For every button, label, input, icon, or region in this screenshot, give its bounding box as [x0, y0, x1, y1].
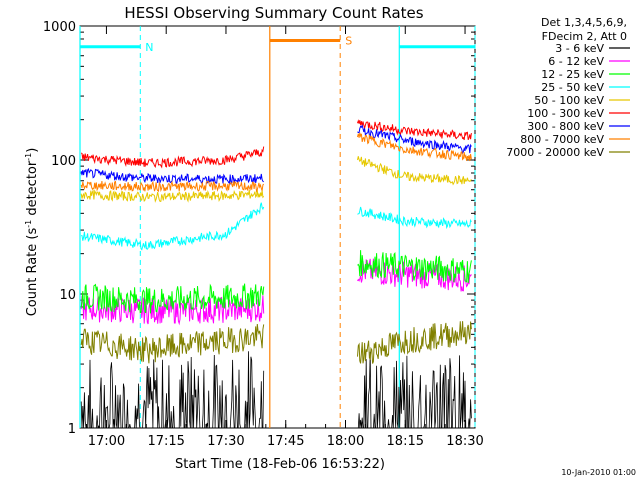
- series-line-7-part-2: [357, 124, 472, 155]
- x-axis-label: Start Time (18-Feb-06 16:53:22): [175, 457, 385, 472]
- x-tick-label: 17:30: [207, 434, 244, 449]
- legend-header-line-1: Det 1,3,4,5,6,9,: [541, 16, 627, 29]
- legend-entry-label: 25 - 50 keV: [541, 81, 604, 94]
- series-line-4-part-1: [81, 202, 265, 251]
- series-line-1-part-2: [357, 351, 472, 429]
- plot-area: 1 10 100 1000 17:00 17:15 17:30 17:45 18:00 18:15…: [43, 20, 484, 449]
- x-tick-label: 17:15: [147, 434, 184, 449]
- legend-entry-label: 7000 - 20000 keV: [506, 146, 604, 159]
- series-line-3-part-1: [80, 283, 265, 314]
- legend-entry-label: 100 - 300 keV: [527, 107, 604, 120]
- x-tick-label: 18:30: [446, 434, 483, 449]
- y-tick-label: 100: [51, 154, 76, 169]
- interval-label: N: [145, 41, 153, 54]
- x-tick-label: 17:00: [88, 434, 125, 449]
- series-line-8-part-1: [80, 180, 265, 193]
- series-line-8-part-2: [357, 132, 472, 162]
- x-tick-label: 18:15: [387, 434, 424, 449]
- series-line-4-part-2: [357, 206, 472, 230]
- series-line-1-part-1: [80, 351, 265, 429]
- x-tick-label: 17:45: [267, 434, 304, 449]
- legend-entry-label: 300 - 800 keV: [527, 120, 604, 133]
- series-line-5-part-2: [357, 156, 472, 186]
- series-line-6-part-1: [80, 146, 265, 169]
- legend-entry-label: 3 - 6 keV: [555, 42, 604, 55]
- footer-date: 10-Jan-2010 01:00: [561, 468, 636, 477]
- y-axis-label: Count Rate (s-1 detector-1): [24, 148, 40, 317]
- x-tick-label: 18:00: [327, 434, 364, 449]
- y-tick-label: 10: [59, 288, 76, 303]
- legend-entry-label: 50 - 100 keV: [534, 94, 604, 107]
- legend-entry-label: 12 - 25 keV: [541, 68, 604, 81]
- legend-entry-label: 6 - 12 keV: [548, 55, 604, 68]
- plot-frame: [79, 25, 476, 429]
- series-line-7-part-1: [80, 167, 264, 186]
- series-line-3-part-2: [357, 250, 472, 284]
- series-line-9-part-1: [80, 323, 265, 364]
- legend-header-line-2: FDecim 2, Att 0: [542, 30, 627, 43]
- series-line-6-part-2: [357, 119, 472, 141]
- chart-title: HESSI Observing Summary Count Rates: [124, 4, 423, 22]
- y-tick-label: 1000: [43, 20, 76, 35]
- interval-label: S: [345, 34, 352, 47]
- series-line-2-part-2: [357, 258, 472, 292]
- series-line-5-part-1: [80, 188, 265, 203]
- y-tick-label: 1: [68, 422, 76, 437]
- series-line-9-part-2: [357, 321, 472, 364]
- legend-entry-label: 800 - 7000 keV: [520, 133, 604, 146]
